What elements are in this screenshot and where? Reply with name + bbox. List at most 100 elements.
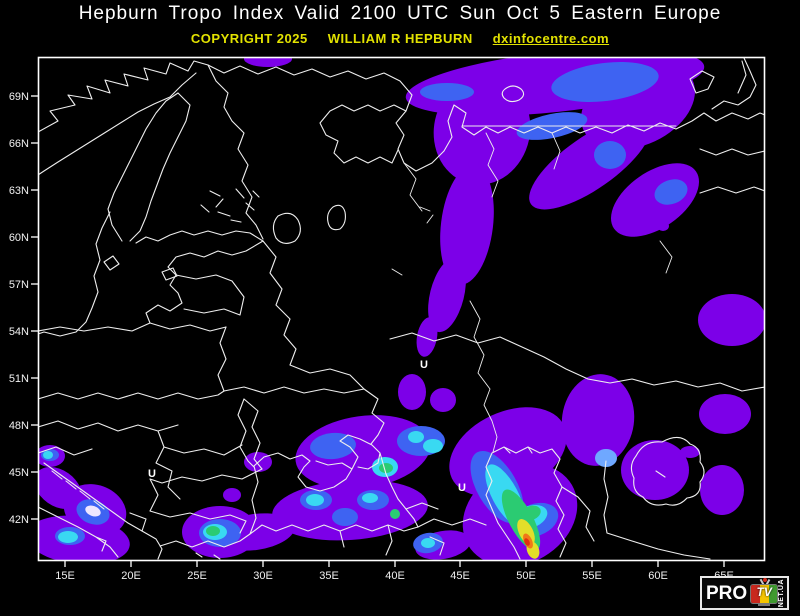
border-baltics: [149, 274, 245, 332]
ural-features: [699, 60, 764, 194]
coast-aegean: [159, 533, 251, 560]
island-kolguyev: [501, 85, 525, 103]
lake-ladoga: [272, 212, 301, 244]
border-fennoscandia: [39, 64, 264, 240]
coast-baltic: [39, 230, 264, 332]
tropo-region-cyan: [306, 494, 324, 506]
tropo-region-purple: [416, 317, 438, 357]
rivers-russia: [391, 132, 673, 453]
tropo-region-blue: [310, 432, 356, 460]
lon-label-55E: 55E: [582, 570, 602, 582]
tropo-region-purple: [680, 446, 700, 458]
lon-label-45E: 45E: [450, 570, 470, 582]
border-east-europe: [217, 240, 385, 445]
tropo-region-blue: [332, 508, 358, 526]
tropo-region-purple: [529, 116, 651, 210]
ducting-markers: U U U: [148, 359, 466, 494]
lon-label-50E: 50E: [516, 570, 536, 582]
tropo-region-purple: [699, 394, 751, 434]
border-central-europe: [39, 390, 263, 500]
coast-sweden-south: [39, 211, 111, 337]
tropo-region-purple: [398, 374, 426, 410]
duct-marker-U: U: [148, 468, 156, 480]
tv-icon: TV: [750, 578, 779, 607]
duct-marker-U: U: [420, 359, 428, 371]
lon-label-25E: 25E: [187, 570, 207, 582]
coast-white-sea: [319, 104, 407, 164]
tropo-region-cyan: [408, 431, 424, 443]
duct-marker-U: U: [458, 482, 466, 494]
coast-norway: [39, 60, 209, 133]
lake-onega: [327, 204, 346, 231]
tropo-region-cyan: [58, 531, 78, 543]
coast-aral-sea: [630, 436, 705, 506]
tropo-region-red: [524, 538, 530, 546]
copyright-site-link[interactable]: dxinfocentre.com: [492, 31, 610, 46]
axis-labels: 69N 66N 63N 60N 57N 54N 51N 48N 45N 42N 15E 20E 25E 3…: [9, 91, 734, 582]
baltic-islands: [103, 255, 178, 281]
map-border: [37, 56, 766, 562]
lat-label-48N: 48N: [9, 420, 29, 432]
tropo-region-green: [379, 463, 393, 473]
tropo-region-blue: [551, 62, 659, 102]
tropo-region-purple: [428, 257, 466, 333]
lat-label-42N: 42N: [9, 514, 29, 526]
lat-label-57N: 57N: [9, 279, 29, 291]
tropo-region-green: [521, 505, 541, 521]
coast-ob-inlet: [689, 58, 757, 110]
lat-label-66N: 66N: [9, 138, 29, 150]
page-title: Hepburn Tropo Index Valid 2100 UTC Sun O…: [78, 3, 722, 24]
coast-adriatic: [39, 462, 163, 560]
copyright-author: WILLIAM R HEPBURN: [327, 31, 473, 46]
coast-bothnia: [107, 92, 191, 242]
lat-label-54N: 54N: [9, 326, 29, 338]
tropo-region-purple: [700, 465, 744, 515]
lon-label-15E: 15E: [55, 570, 75, 582]
tropo-region-cyan: [421, 538, 435, 548]
finnish-lakes: [200, 188, 260, 223]
tropo-region-purple: [440, 165, 494, 285]
lat-label-60N: 60N: [9, 232, 29, 244]
border-kazakhstan: [389, 332, 764, 560]
lon-label-60E: 60E: [648, 570, 668, 582]
tropo-region-purple: [244, 58, 292, 67]
tropo-region-purple: [561, 374, 635, 466]
tropo-region-blue: [594, 141, 626, 169]
tropo-region-cyan: [43, 451, 53, 459]
tropo-region-blue: [420, 83, 474, 101]
lat-label-51N: 51N: [9, 373, 29, 385]
lon-label-40E: 40E: [385, 570, 405, 582]
tropo-region-purple: [698, 294, 764, 346]
tropo-region-purple: [223, 488, 241, 502]
tropo-region-cyan: [423, 439, 443, 453]
lon-label-35E: 35E: [319, 570, 339, 582]
lat-label-45N: 45N: [9, 467, 29, 479]
tropo-region-lightblue: [595, 449, 617, 467]
protv-logo-text: PRO: [706, 582, 748, 604]
lat-label-63N: 63N: [9, 185, 29, 197]
coastlines-borders: [39, 58, 764, 560]
tropo-region-purple: [39, 467, 82, 509]
coast-caspian-caucasus: [405, 446, 567, 560]
lon-label-20E: 20E: [121, 570, 141, 582]
tropo-region-purple: [430, 388, 456, 412]
ducting-regions: [39, 58, 764, 560]
tropo-region-purple: [621, 440, 689, 500]
border-turkey: [339, 524, 393, 556]
border-balkans: [129, 468, 263, 534]
coast-black-sea: [249, 434, 419, 535]
tropo-region-cyan: [362, 493, 378, 503]
copyright-year: COPYRIGHT 2025: [190, 31, 308, 46]
protv-domain-text: NET.UA: [778, 578, 785, 608]
copyright-line: COPYRIGHT 2025 WILLIAM R HEPBURN dxinfoc…: [0, 31, 800, 46]
protv-logo[interactable]: PRO TV NET.UA: [700, 576, 789, 610]
tropo-region-green: [390, 509, 400, 519]
tropo-region-purple: [657, 221, 669, 231]
coast-arctic: [207, 64, 764, 172]
lat-label-69N: 69N: [9, 91, 29, 103]
tropo-region-core: [85, 505, 101, 517]
tropo-region-blue: [654, 179, 688, 205]
lon-label-30E: 30E: [253, 570, 273, 582]
